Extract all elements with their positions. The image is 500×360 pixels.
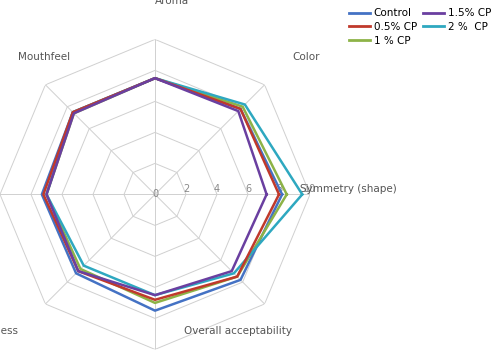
Text: Color: Color	[292, 53, 320, 62]
Text: Overall acceptability: Overall acceptability	[184, 327, 292, 336]
Text: 4: 4	[214, 184, 220, 194]
Text: 6: 6	[245, 184, 251, 194]
Text: Symmetry (shape): Symmetry (shape)	[300, 184, 397, 194]
Text: 8: 8	[276, 184, 282, 194]
Text: 0: 0	[152, 189, 158, 199]
Text: 2: 2	[183, 184, 189, 194]
Text: Hardness: Hardness	[0, 327, 18, 336]
Text: Aroma: Aroma	[155, 0, 189, 6]
Text: Mouthfeel: Mouthfeel	[18, 53, 70, 62]
Legend: Control, 0.5% CP, 1 % CP, 1.5% CP, 2 %  CP: Control, 0.5% CP, 1 % CP, 1.5% CP, 2 % C…	[346, 5, 495, 49]
Text: 10: 10	[304, 184, 316, 194]
